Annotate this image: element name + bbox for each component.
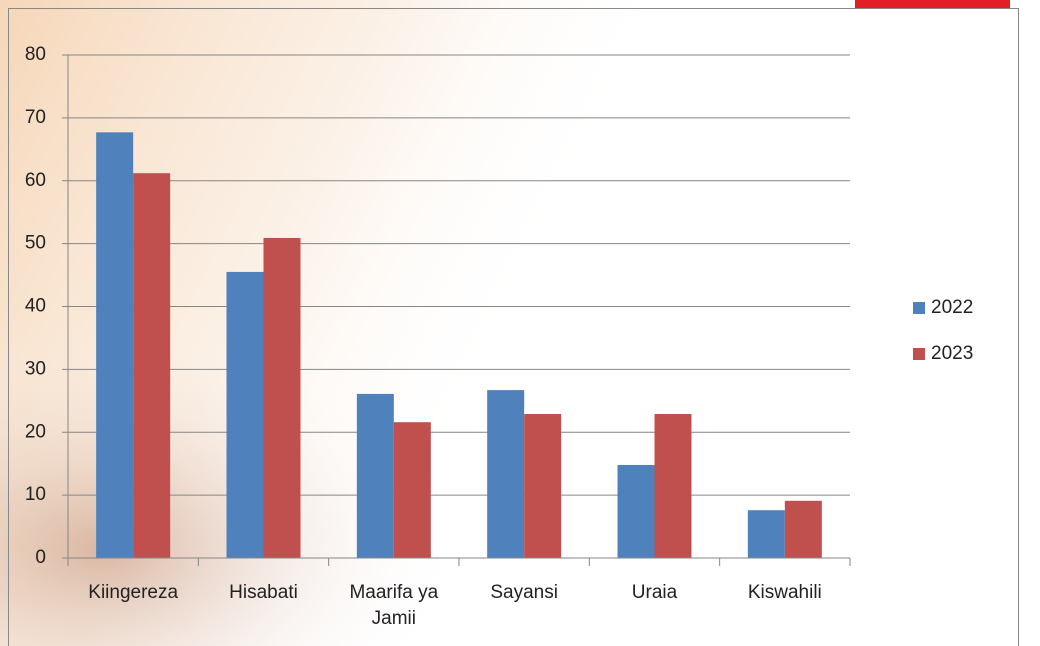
legend-swatch (913, 348, 925, 360)
x-tick-label: Maarifa ya Jamii (335, 580, 453, 632)
bar (655, 414, 692, 558)
x-tick-label: Kiingereza (74, 580, 192, 606)
legend-swatch (913, 302, 925, 314)
bar (748, 510, 785, 558)
bar (618, 465, 655, 558)
x-tick-label: Uraia (596, 580, 714, 606)
x-tick-label: Kiswahili (726, 580, 844, 606)
bar (357, 394, 394, 558)
bar (227, 272, 264, 558)
legend-label: 2022 (931, 297, 973, 318)
bar (394, 422, 431, 558)
legend-label: 2023 (931, 343, 973, 364)
y-tick-label: 70 (25, 107, 46, 128)
y-tick-label: 80 (25, 44, 46, 65)
x-tick-label: Sayansi (465, 580, 583, 606)
y-tick-label: 20 (25, 421, 46, 442)
y-tick-label: 0 (35, 547, 46, 568)
bar (524, 414, 561, 558)
bar (487, 390, 524, 558)
bar (133, 173, 170, 558)
x-tick-label: Hisabati (205, 580, 323, 606)
chart: 0 10 20 30 40 50 60 70 80 2022 2023 (0, 0, 1040, 646)
bar (96, 132, 133, 558)
y-tick-label: 10 (25, 484, 46, 505)
bar (264, 238, 301, 558)
page: 0 10 20 30 40 50 60 70 80 2022 2023 Kiingereza Hisa… (0, 0, 1040, 646)
y-tick-label: 60 (25, 170, 46, 191)
y-tick-label: 30 (25, 358, 46, 379)
y-tick-label: 50 (25, 233, 46, 254)
header-accent (855, 0, 1010, 8)
bar (785, 501, 822, 558)
y-tick-label: 40 (25, 296, 46, 317)
